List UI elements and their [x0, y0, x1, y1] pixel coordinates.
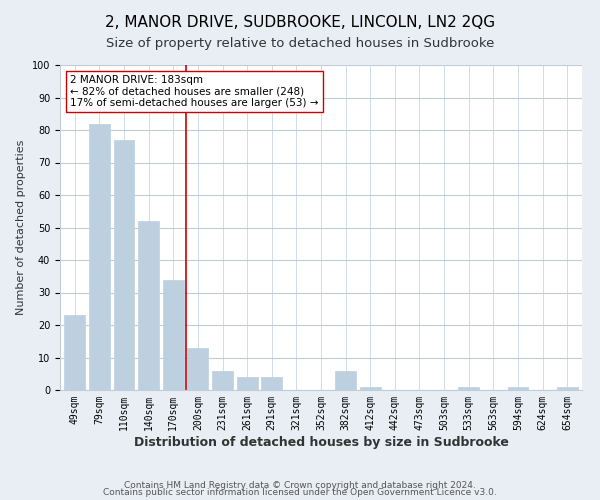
Bar	[458, 387, 479, 390]
Text: 2, MANOR DRIVE, SUDBROOKE, LINCOLN, LN2 2QG: 2, MANOR DRIVE, SUDBROOKE, LINCOLN, LN2 …	[105, 15, 495, 30]
Bar	[113, 140, 134, 390]
Bar	[557, 387, 578, 390]
Bar	[261, 377, 282, 390]
Text: Contains HM Land Registry data © Crown copyright and database right 2024.: Contains HM Land Registry data © Crown c…	[124, 480, 476, 490]
X-axis label: Distribution of detached houses by size in Sudbrooke: Distribution of detached houses by size …	[134, 436, 508, 448]
Bar	[187, 348, 208, 390]
Bar	[360, 387, 381, 390]
Bar	[236, 377, 257, 390]
Bar	[212, 370, 233, 390]
Text: 2 MANOR DRIVE: 183sqm
← 82% of detached houses are smaller (248)
17% of semi-det: 2 MANOR DRIVE: 183sqm ← 82% of detached …	[70, 74, 319, 108]
Bar	[163, 280, 184, 390]
Bar	[138, 221, 159, 390]
Text: Contains public sector information licensed under the Open Government Licence v3: Contains public sector information licen…	[103, 488, 497, 497]
Text: Size of property relative to detached houses in Sudbrooke: Size of property relative to detached ho…	[106, 38, 494, 51]
Bar	[508, 387, 529, 390]
Bar	[89, 124, 110, 390]
Y-axis label: Number of detached properties: Number of detached properties	[16, 140, 26, 315]
Bar	[335, 370, 356, 390]
Bar	[64, 316, 85, 390]
